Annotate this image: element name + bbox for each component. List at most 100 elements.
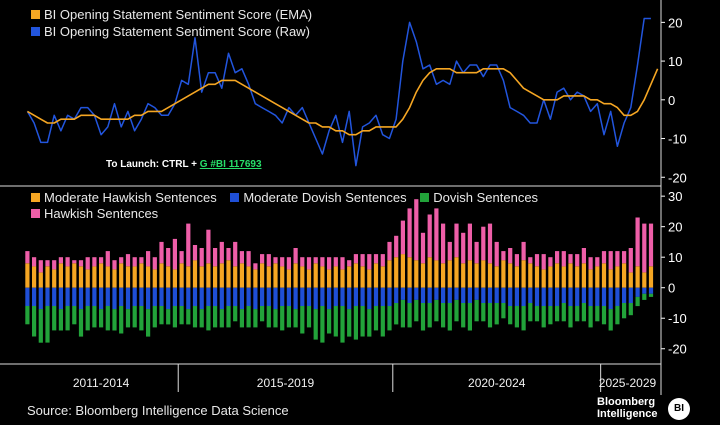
bar-moderate-hawkish xyxy=(373,263,379,288)
bar-moderate-hawkish xyxy=(253,269,258,288)
legend-swatch-moderate-hawkish xyxy=(31,193,40,202)
bar-dovish xyxy=(575,306,580,322)
bar-hawkish xyxy=(280,257,285,267)
bar-hawkish xyxy=(132,257,137,267)
bar-dovish xyxy=(72,306,77,325)
bar-moderate-hawkish xyxy=(306,269,312,288)
bar-dovish xyxy=(648,293,654,297)
bar-moderate-dovish xyxy=(548,287,553,306)
bar-hawkish xyxy=(514,254,519,267)
bar-dovish xyxy=(434,299,439,322)
bar-dovish xyxy=(534,306,540,322)
bar-moderate-hawkish xyxy=(199,266,204,288)
bar-moderate-hawkish xyxy=(394,257,399,288)
bar-hawkish xyxy=(85,257,90,270)
bar-hawkish xyxy=(213,248,218,267)
bar-hawkish xyxy=(373,254,379,264)
bar-dovish xyxy=(226,306,231,328)
bar-hawkish xyxy=(125,254,131,267)
bar-moderate-dovish xyxy=(615,287,620,306)
bar-hawkish xyxy=(394,235,399,258)
bar-hawkish xyxy=(25,251,30,264)
bar-hawkish xyxy=(420,232,426,264)
bar-dovish xyxy=(474,299,479,322)
bar-moderate-hawkish xyxy=(32,266,37,288)
top-panel-y-axis: 20 10 0 -10 -20 xyxy=(661,15,687,185)
bar-moderate-hawkish xyxy=(327,269,332,288)
bar-dovish xyxy=(38,309,43,343)
bar-moderate-dovish xyxy=(581,287,586,303)
bar-dovish xyxy=(45,306,50,343)
bar-hawkish xyxy=(534,254,540,267)
bar-moderate-hawkish xyxy=(273,263,278,288)
bar-hawkish xyxy=(152,257,157,270)
bar-hawkish xyxy=(72,260,77,264)
bar-moderate-hawkish xyxy=(427,257,432,288)
bar-moderate-hawkish xyxy=(152,269,157,288)
bar-moderate-dovish xyxy=(588,287,593,306)
bar-moderate-dovish xyxy=(72,287,77,306)
bar-moderate-hawkish xyxy=(159,263,164,288)
bar-hawkish xyxy=(487,223,493,264)
bar-dovish xyxy=(528,303,533,322)
bar-dovish xyxy=(105,306,110,331)
bar-moderate-hawkish xyxy=(78,266,84,288)
bar-hawkish xyxy=(360,254,365,267)
bar-dovish xyxy=(487,303,493,328)
bar-moderate-hawkish xyxy=(280,266,285,288)
bar-moderate-dovish xyxy=(561,287,566,303)
bar-moderate-hawkish xyxy=(414,260,419,288)
bar-hawkish xyxy=(568,254,573,264)
bar-hawkish xyxy=(92,257,97,267)
legend-swatch-ema xyxy=(31,10,40,19)
bar-hawkish xyxy=(595,257,600,267)
legend-item-ema: BI Opening Statement Sentiment Score (EM… xyxy=(31,6,312,23)
legend-item-raw: BI Opening Statement Sentiment Score (Ra… xyxy=(31,23,312,40)
bar-moderate-hawkish xyxy=(481,260,486,288)
bar-hawkish xyxy=(367,254,372,270)
bar-hawkish xyxy=(622,251,627,264)
bar-moderate-dovish xyxy=(273,287,278,310)
bar-moderate-dovish xyxy=(461,287,466,303)
bar-moderate-dovish xyxy=(286,287,291,306)
bar-hawkish xyxy=(219,241,224,264)
bar-dovish xyxy=(340,306,345,343)
bar-moderate-dovish xyxy=(501,287,506,303)
bar-moderate-hawkish xyxy=(286,269,291,288)
bar-dovish xyxy=(166,309,171,325)
bar-moderate-hawkish xyxy=(534,266,540,288)
bar-dovish xyxy=(159,306,164,325)
bar-moderate-hawkish xyxy=(420,263,426,288)
bar-moderate-dovish xyxy=(380,287,385,306)
bar-hawkish xyxy=(407,208,412,258)
legend-top: BI Opening Statement Sentiment Score (EM… xyxy=(31,6,312,40)
bar-moderate-hawkish xyxy=(454,257,459,288)
bar-moderate-dovish xyxy=(38,287,43,310)
bottom-panel-bars xyxy=(25,199,654,343)
bar-hawkish xyxy=(327,257,332,270)
bar-moderate-hawkish xyxy=(132,266,137,288)
bar-hawkish xyxy=(642,223,647,273)
bar-moderate-dovish xyxy=(105,287,110,306)
bar-dovish xyxy=(99,309,104,328)
launch-command-link[interactable]: G #BI 117693 xyxy=(199,159,262,170)
bar-moderate-hawkish xyxy=(447,260,452,288)
bar-dovish xyxy=(400,299,405,328)
bar-moderate-hawkish xyxy=(347,266,352,288)
legend-item-dovish: Dovish Sentences xyxy=(420,190,538,205)
bar-dovish xyxy=(427,303,432,328)
bar-hawkish xyxy=(601,251,607,264)
bar-moderate-hawkish xyxy=(514,266,519,288)
bar-hawkish xyxy=(119,257,124,264)
bar-moderate-dovish xyxy=(280,287,285,306)
bar-hawkish xyxy=(541,254,546,270)
bar-moderate-dovish xyxy=(78,287,84,310)
bar-dovish xyxy=(273,309,278,328)
bar-moderate-hawkish xyxy=(561,266,566,288)
bar-moderate-dovish xyxy=(534,287,540,306)
bar-dovish xyxy=(353,306,358,340)
bar-moderate-hawkish xyxy=(601,263,607,288)
bar-hawkish xyxy=(172,238,177,270)
bar-dovish xyxy=(595,306,600,322)
y-tick-label: -10 xyxy=(668,132,687,147)
